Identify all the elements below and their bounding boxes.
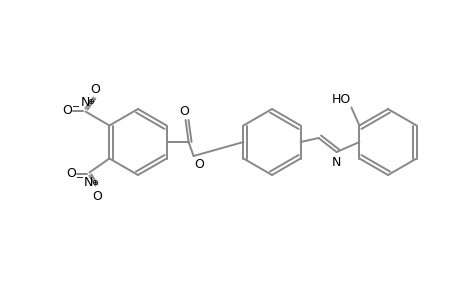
Text: ⊕: ⊕ — [87, 97, 94, 106]
Text: O: O — [90, 82, 100, 95]
Text: N: N — [331, 156, 341, 169]
Text: HO: HO — [331, 92, 350, 106]
Text: ⊕: ⊕ — [91, 178, 98, 187]
Text: O: O — [194, 158, 204, 171]
Text: O: O — [179, 105, 189, 118]
Text: N: N — [81, 95, 90, 109]
Text: N: N — [84, 176, 93, 188]
Text: O: O — [62, 104, 72, 117]
Text: O: O — [92, 190, 102, 202]
Text: −: − — [72, 101, 80, 112]
Text: −: − — [76, 173, 84, 184]
Text: O: O — [67, 167, 76, 180]
